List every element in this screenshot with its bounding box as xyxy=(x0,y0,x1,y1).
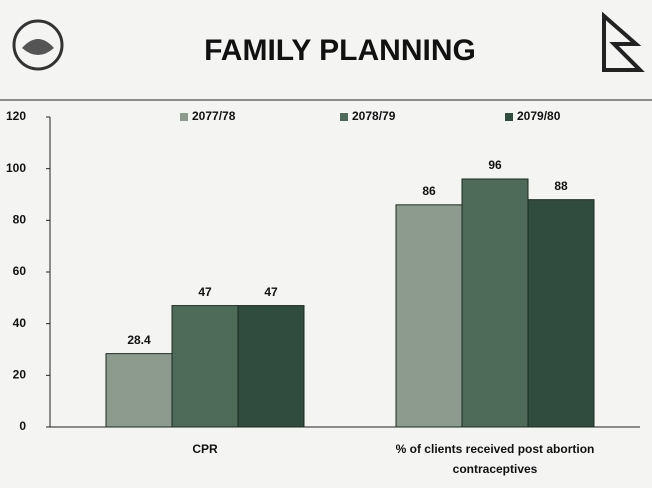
y-tick-label: 120 xyxy=(6,109,26,123)
chart-title: FAMILY PLANNING xyxy=(204,34,476,67)
data-label: 88 xyxy=(554,179,568,193)
logo-emblem-inner xyxy=(22,39,54,55)
flag-icon xyxy=(602,11,645,72)
bar xyxy=(105,353,173,428)
data-label: 47 xyxy=(264,285,278,299)
x-tick-label: CPR xyxy=(192,442,218,456)
x-tick-label-box: CPR xyxy=(192,442,218,456)
bar xyxy=(237,305,305,428)
data-label: 86 xyxy=(422,184,436,198)
data-label: 28.4 xyxy=(127,333,151,347)
y-tick-label: 60 xyxy=(13,264,27,278)
data-label: 47 xyxy=(198,285,212,299)
data-label: 96 xyxy=(488,158,502,172)
x-tick-label: % of clients received post abortion cont… xyxy=(395,442,595,476)
bar xyxy=(527,199,595,428)
legend-label: 2077/78 xyxy=(192,109,236,123)
y-tick-label: 20 xyxy=(13,368,27,382)
x-tick-label-box: % of clients received post abortion cont… xyxy=(395,442,595,476)
legend-label: 2078/79 xyxy=(352,109,396,123)
bar xyxy=(395,204,463,428)
logo-emblem xyxy=(12,19,64,71)
y-tick-label: 40 xyxy=(13,316,27,330)
legend-swatch xyxy=(180,113,188,121)
y-tick-label: 80 xyxy=(13,213,27,227)
legend-swatch xyxy=(340,113,348,121)
bar xyxy=(171,305,239,428)
legend-label: 2079/80 xyxy=(517,109,561,123)
y-tick-label: 100 xyxy=(6,161,26,175)
bar xyxy=(461,178,529,428)
legend-swatch xyxy=(505,113,513,121)
y-tick-label: 0 xyxy=(19,419,26,433)
